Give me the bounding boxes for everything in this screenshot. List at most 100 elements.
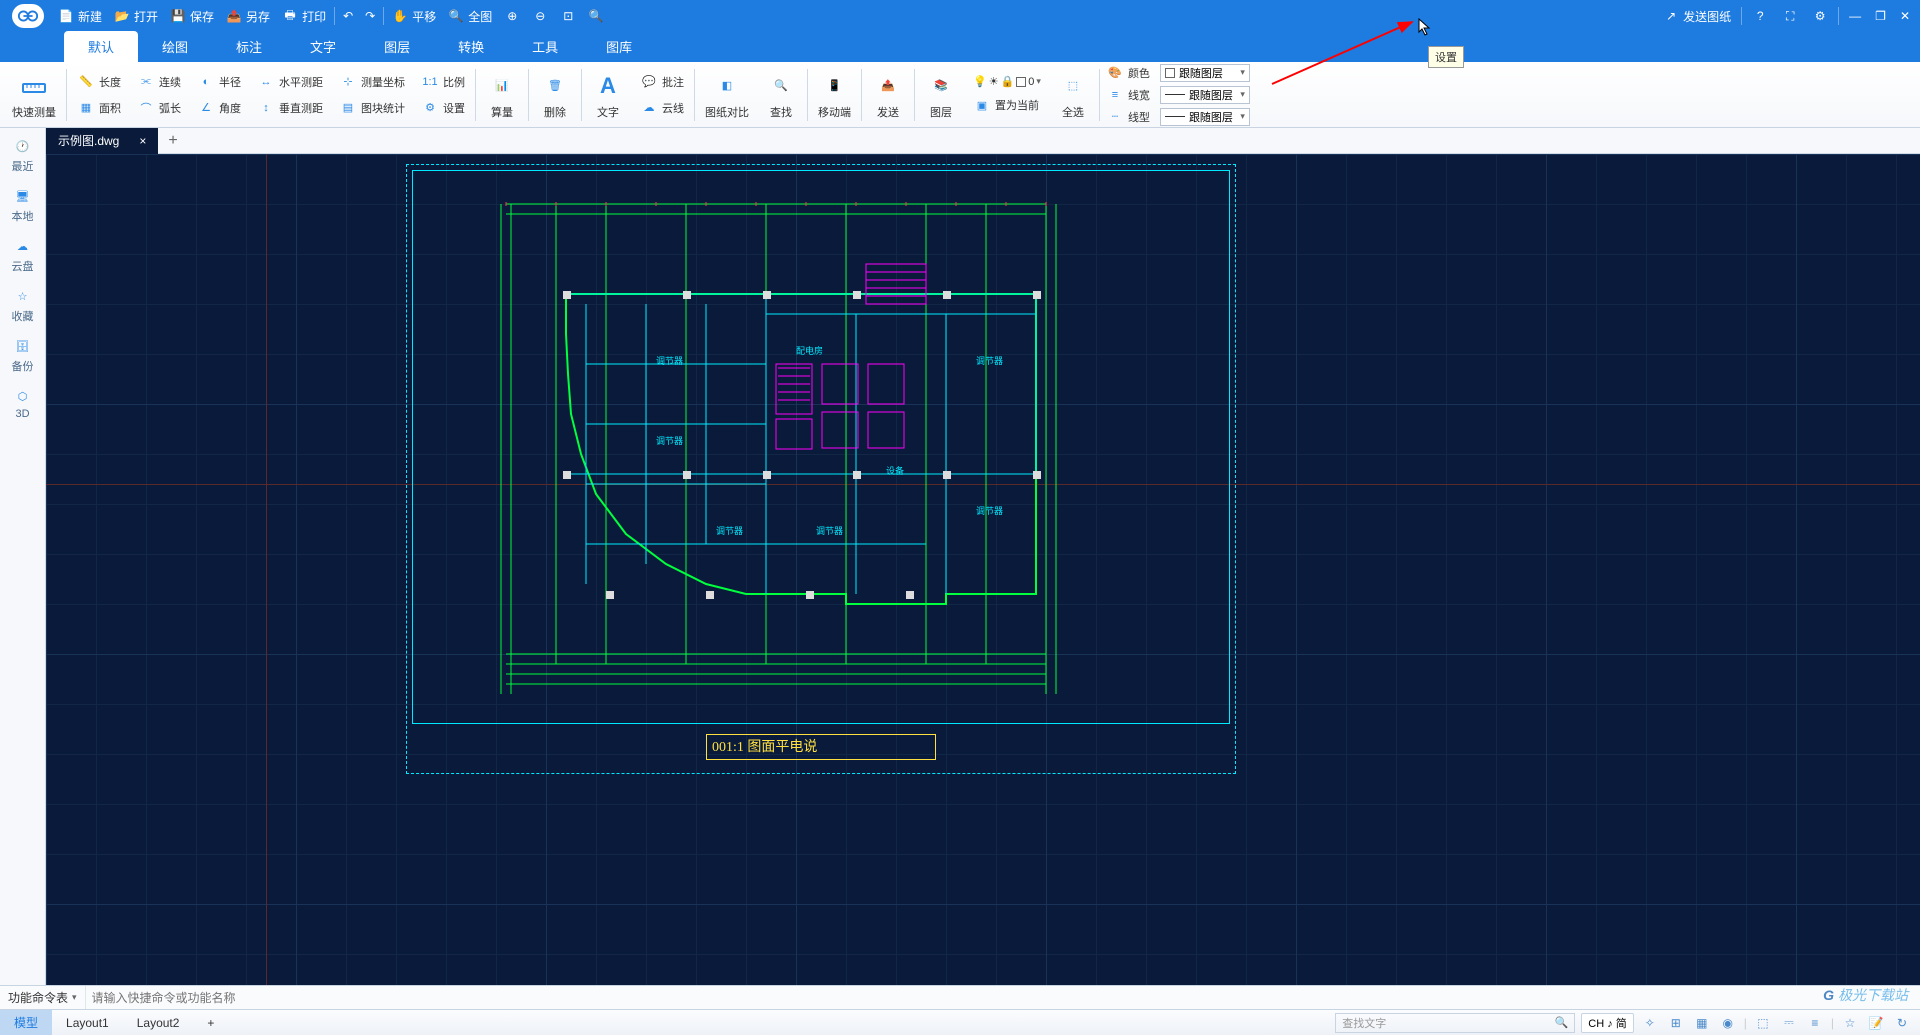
- favorite-toggle[interactable]: ☆: [1840, 1013, 1860, 1033]
- select-all-button[interactable]: ⬚全选: [1049, 66, 1097, 124]
- set-current-button[interactable]: ▣置为当前: [969, 94, 1045, 116]
- layout-tab-model[interactable]: 模型: [0, 1010, 52, 1035]
- calc-button[interactable]: 📊算量: [478, 66, 526, 124]
- osnap-button[interactable]: ⬚: [1753, 1013, 1773, 1033]
- undo-icon: ↶: [343, 9, 353, 23]
- room-label: 设备: [886, 464, 904, 477]
- layer-toggles[interactable]: 💡☀🔒0▾: [969, 73, 1045, 90]
- continuous-button[interactable]: ⫘连续: [133, 71, 185, 93]
- tab-text[interactable]: 文字: [286, 31, 360, 62]
- save-button[interactable]: 💾保存: [164, 2, 220, 30]
- sidebar-item-recent[interactable]: 🕐最近: [12, 136, 34, 174]
- continuous-icon: ⫘: [137, 73, 155, 91]
- add-tab-button[interactable]: +: [158, 132, 187, 150]
- zoom-out-button[interactable]: ⊖: [526, 2, 554, 30]
- blockstats-button[interactable]: ▤图块统计: [335, 97, 409, 119]
- zoom-window-button[interactable]: ⊡: [554, 2, 582, 30]
- cloud-button[interactable]: ☁云线: [636, 97, 688, 119]
- ortho-button[interactable]: ▦: [1692, 1013, 1712, 1033]
- linetype-select[interactable]: 跟随图层▾: [1160, 108, 1250, 126]
- minimize-button[interactable]: —: [1843, 2, 1867, 30]
- layout-tab-1[interactable]: Layout1: [52, 1010, 123, 1035]
- find-button[interactable]: 🔍查找: [757, 66, 805, 124]
- tab-tools[interactable]: 工具: [508, 31, 582, 62]
- tab-default[interactable]: 默认: [64, 31, 138, 62]
- tab-dimension[interactable]: 标注: [212, 31, 286, 62]
- send-drawing-button[interactable]: ↗发送图纸: [1657, 2, 1737, 30]
- lineweight-select[interactable]: 跟随图层▾: [1160, 86, 1250, 104]
- sidebar-item-cloud[interactable]: ☁云盘: [12, 236, 34, 274]
- settings-button[interactable]: ⚙: [1806, 2, 1834, 30]
- arclength-button[interactable]: ⌒弧长: [133, 97, 185, 119]
- folder-icon: 📂: [114, 8, 130, 24]
- fullscreen-button[interactable]: ⛶: [1776, 2, 1804, 30]
- note-button[interactable]: 📝: [1866, 1013, 1886, 1033]
- status-search-input[interactable]: 查找文字🔍: [1335, 1013, 1575, 1033]
- sidebar-item-backup[interactable]: 🗄备份: [12, 336, 34, 374]
- grid-button[interactable]: ⊞: [1666, 1013, 1686, 1033]
- coords-button[interactable]: ⊹测量坐标: [335, 71, 409, 93]
- lw-prop: ≡线宽跟随图层▾: [1106, 85, 1250, 105]
- annotation-button[interactable]: 💬批注: [636, 71, 688, 93]
- refresh-button[interactable]: ↻: [1892, 1013, 1912, 1033]
- delete-button[interactable]: 🗑删除: [531, 66, 579, 124]
- drawing-canvas[interactable]: 调节器 调节器 调节器 调节器 调节器 调节器 配电房 设备 001:1 图面平…: [46, 154, 1920, 985]
- lock-icon: 🔒: [1001, 75, 1015, 88]
- redo-button[interactable]: ↷: [359, 2, 381, 30]
- tab-layer[interactable]: 图层: [360, 31, 434, 62]
- quick-measure-button[interactable]: 快速测量: [4, 66, 64, 124]
- separator: [807, 69, 808, 121]
- vdist-button[interactable]: ↕垂直测距: [253, 97, 327, 119]
- text-button[interactable]: A文字: [584, 66, 632, 124]
- command-input[interactable]: [86, 991, 1920, 1005]
- angle-button[interactable]: ∠角度: [193, 97, 245, 119]
- snap-button[interactable]: ✧: [1640, 1013, 1660, 1033]
- layout-tab-2[interactable]: Layout2: [123, 1010, 194, 1035]
- send-button[interactable]: 📤发送: [864, 66, 912, 124]
- tab-convert[interactable]: 转换: [434, 31, 508, 62]
- sidebar-item-favorites[interactable]: ☆收藏: [12, 286, 34, 324]
- app-logo: [12, 4, 44, 28]
- open-button[interactable]: 📂打开: [108, 2, 164, 30]
- sidebar-item-local[interactable]: 🖥本地: [12, 186, 34, 224]
- mouse-cursor: [1418, 18, 1432, 36]
- add-layout-button[interactable]: +: [193, 1010, 228, 1035]
- leftbar: 🕐最近 🖥本地 ☁云盘 ☆收藏 🗄备份 ⬡3D: [0, 128, 46, 985]
- close-button[interactable]: ✕: [1894, 2, 1916, 30]
- length-button[interactable]: 📏长度: [73, 71, 125, 93]
- zoom-ext-label: 全图: [468, 8, 492, 25]
- help-button[interactable]: ?: [1746, 2, 1774, 30]
- area-button[interactable]: ▦面积: [73, 97, 125, 119]
- zoom-realtime-button[interactable]: 🔍: [582, 2, 610, 30]
- polar-button[interactable]: ◉: [1718, 1013, 1738, 1033]
- drawing-content: 调节器 调节器 调节器 调节器 调节器 调节器 配电房 设备 001:1 图面平…: [406, 164, 1236, 774]
- print-button[interactable]: 🖶打印: [276, 2, 332, 30]
- zoom-extents-button[interactable]: 🔍全图: [442, 2, 498, 30]
- zoom-in-button[interactable]: ⊕: [498, 2, 526, 30]
- pan-button[interactable]: ✋平移: [386, 2, 442, 30]
- settings-sm-button[interactable]: ⚙设置: [417, 97, 469, 119]
- lineweight-toggle[interactable]: ≡: [1805, 1013, 1825, 1033]
- sun-icon: ☀: [989, 75, 999, 88]
- tab-draw[interactable]: 绘图: [138, 31, 212, 62]
- saveas-button[interactable]: 📤另存: [220, 2, 276, 30]
- scale-button[interactable]: 1:1比例: [417, 71, 469, 93]
- hdist-button[interactable]: ↔水平测距: [253, 71, 327, 93]
- maximize-button[interactable]: ❐: [1869, 2, 1892, 30]
- color-select[interactable]: 跟随图层▾: [1160, 64, 1250, 82]
- new-button[interactable]: 📄新建: [52, 2, 108, 30]
- command-table-button[interactable]: 功能命令表▾: [0, 986, 86, 1009]
- layers-button[interactable]: 📚图层: [917, 66, 965, 124]
- sidebar-item-3d[interactable]: ⬡3D: [13, 386, 33, 420]
- zoom-realtime-icon: 🔍: [588, 8, 604, 24]
- radius-button[interactable]: ◐半径: [193, 71, 245, 93]
- mobile-button[interactable]: 📱移动端: [810, 66, 859, 124]
- close-tab-icon[interactable]: ×: [139, 134, 146, 148]
- dynamic-button[interactable]: ⎓: [1779, 1013, 1799, 1033]
- file-tab[interactable]: 示例图.dwg×: [46, 128, 158, 154]
- compare-button[interactable]: ◧图纸对比: [697, 66, 757, 124]
- undo-button[interactable]: ↶: [337, 2, 359, 30]
- tab-library[interactable]: 图库: [582, 31, 656, 62]
- separator: [581, 69, 582, 121]
- ime-indicator[interactable]: CH ♪ 简: [1581, 1013, 1634, 1033]
